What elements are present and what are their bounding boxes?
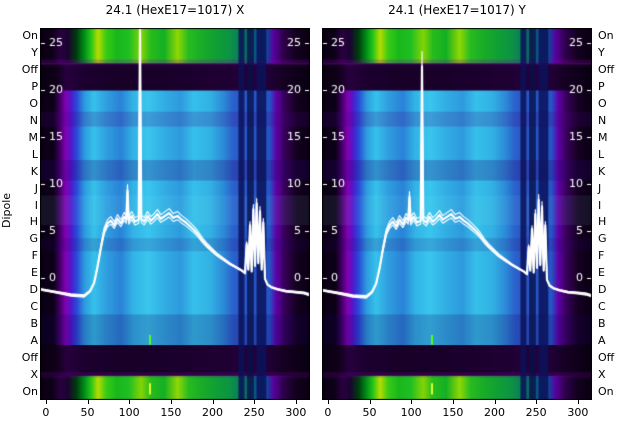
- x-tick-label: 250: [525, 406, 547, 419]
- row-label-e: E: [31, 266, 38, 280]
- row-label-off: Off: [21, 350, 38, 364]
- x-tick-mark: [295, 400, 297, 404]
- row-label-d: D: [29, 283, 38, 297]
- x-tick-label: 100: [118, 406, 140, 419]
- row-label-f: F: [598, 249, 605, 263]
- row-label-x: X: [598, 367, 606, 381]
- row-label-o: O: [598, 97, 607, 111]
- row-label-off: Off: [598, 350, 615, 364]
- row-label-p: P: [31, 80, 38, 94]
- panel-x: 24.1 (HexE17=1017) X On Y Off P O N M L K J I H G F E D…: [22, 0, 310, 440]
- x-tick-label: 50: [80, 406, 95, 419]
- row-label-i: I: [34, 198, 38, 212]
- row-label-j: J: [34, 181, 38, 195]
- row-label-l: L: [598, 147, 605, 161]
- x-tick-mark: [577, 400, 579, 404]
- row-label-g: G: [29, 232, 38, 246]
- x-tick-label: 100: [400, 406, 422, 419]
- panel-x-axis-ticks: 0 50 100 150 200 250 300: [40, 400, 310, 428]
- x-tick-label: 200: [484, 406, 505, 419]
- x-tick-mark: [536, 400, 538, 404]
- row-label-on: On: [598, 384, 614, 398]
- row-label-on: On: [598, 29, 614, 43]
- row-label-m: M: [28, 130, 39, 144]
- row-label-i: I: [598, 198, 602, 212]
- x-tick-mark: [212, 400, 214, 404]
- x-tick-mark: [494, 400, 496, 404]
- row-label-l: L: [31, 147, 38, 161]
- x-tick-label: 150: [442, 406, 464, 419]
- row-label-on: On: [22, 29, 38, 43]
- row-label-x: X: [30, 367, 38, 381]
- x-tick-label: 0: [42, 406, 50, 419]
- row-label-f: F: [31, 249, 38, 263]
- row-label-b: B: [30, 316, 38, 330]
- x-tick-label: 250: [243, 406, 265, 419]
- x-tick-label: 0: [324, 406, 332, 419]
- panel-y-axis-ticks: 0 50 100 150 200 250 300: [322, 400, 592, 428]
- row-label-n: N: [29, 114, 38, 127]
- x-tick-label: 300: [567, 406, 589, 419]
- row-label-c: C: [30, 300, 38, 313]
- x-tick-mark: [129, 400, 131, 404]
- row-label-e: E: [598, 266, 605, 280]
- x-tick-mark: [45, 400, 47, 404]
- x-tick-label: 50: [362, 406, 377, 419]
- x-tick-mark: [170, 400, 172, 404]
- panel-x-title: 24.1 (HexE17=1017) X: [105, 3, 245, 17]
- x-tick-label: 150: [160, 406, 182, 419]
- row-label-m: M: [598, 130, 608, 144]
- row-label-n: N: [598, 114, 607, 127]
- x-tick-mark: [254, 400, 256, 404]
- row-label-d: D: [598, 283, 607, 297]
- x-tick-mark: [327, 400, 329, 404]
- row-label-y: Y: [598, 46, 605, 60]
- row-label-h: H: [598, 215, 607, 229]
- row-label-a: A: [30, 333, 38, 347]
- row-label-h: H: [29, 215, 38, 229]
- x-tick-label: 200: [202, 406, 223, 419]
- panel-y: 24.1 (HexE17=1017) Y On Y Off P O N M L K J I H G F E D…: [322, 0, 614, 440]
- panel-y-row-labels: On Y Off P O N M L K J I H G F E D C B A Off X On: [598, 0, 628, 440]
- panel-y-title: 24.1 (HexE17=1017) Y: [388, 3, 526, 17]
- heatmap-canvas-y: [322, 28, 592, 400]
- row-label-k: K: [30, 164, 38, 178]
- x-tick-mark: [87, 400, 89, 404]
- row-label-o: O: [29, 97, 38, 111]
- heatmap-canvas-x: [40, 28, 310, 400]
- row-label-c: C: [598, 300, 606, 313]
- x-tick-mark: [369, 400, 371, 404]
- x-tick-mark: [452, 400, 454, 404]
- panel-x-row-labels: On Y Off P O N M L K J I H G F E D C B A Off X On: [12, 0, 38, 440]
- row-label-off: Off: [598, 63, 615, 77]
- row-label-b: B: [598, 316, 606, 330]
- row-label-k: K: [598, 164, 606, 178]
- x-tick-label: 300: [285, 406, 307, 419]
- row-label-j: J: [598, 181, 602, 195]
- x-tick-mark: [411, 400, 413, 404]
- row-label-off: Off: [21, 63, 38, 77]
- row-label-a: A: [598, 333, 606, 347]
- row-label-y: Y: [31, 46, 38, 60]
- row-label-on: On: [22, 384, 38, 398]
- row-label-g: G: [598, 232, 607, 246]
- row-label-p: P: [598, 80, 605, 94]
